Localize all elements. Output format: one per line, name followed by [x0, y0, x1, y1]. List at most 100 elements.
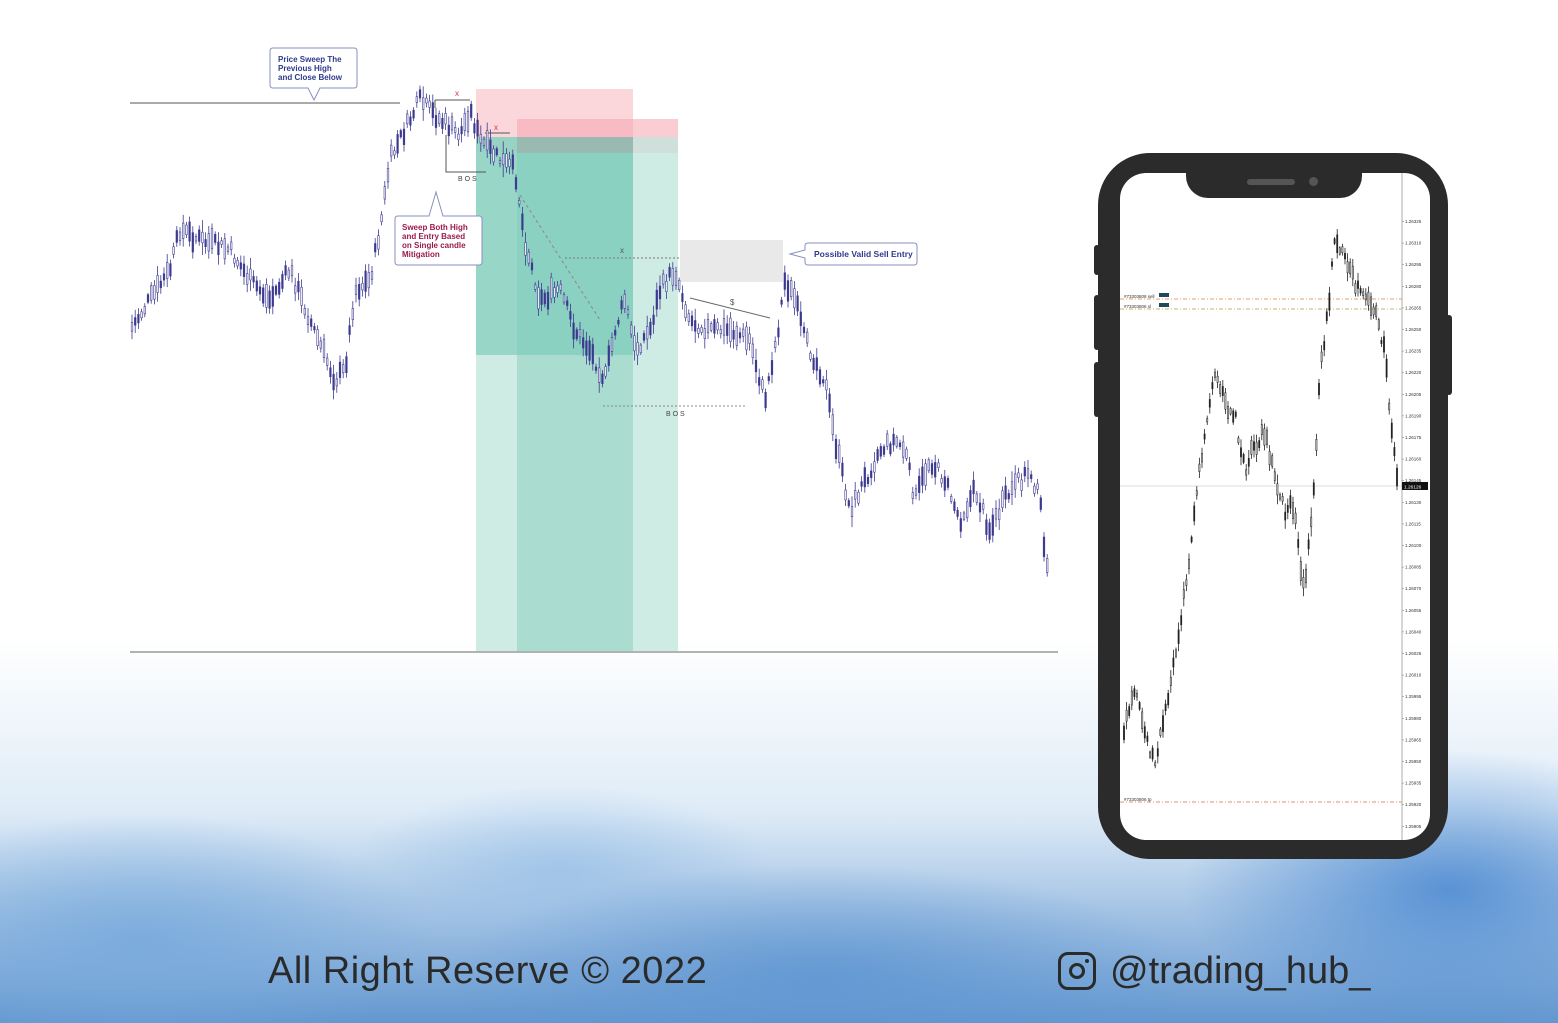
candle-body	[832, 415, 834, 435]
candle-body	[138, 314, 140, 323]
candle-body	[550, 277, 552, 298]
candle-body	[1238, 438, 1239, 443]
candle-body	[310, 319, 312, 327]
candle-body	[496, 149, 498, 155]
candle-body	[1178, 630, 1179, 644]
candle-body	[1008, 494, 1010, 499]
candle-body	[1144, 727, 1145, 738]
candle-body	[1347, 262, 1348, 273]
candle-body	[1342, 247, 1343, 253]
candle-body	[278, 282, 280, 294]
candle-body	[1376, 306, 1377, 317]
phone-price-chart: #73303808 sell #73303806 sl #73303806 tp…	[1120, 173, 1430, 840]
callout-line: Mitigation	[402, 250, 440, 259]
candle-body	[506, 154, 508, 167]
phone-camera	[1309, 177, 1318, 186]
candle-body	[698, 328, 700, 333]
candle-body	[301, 287, 303, 305]
social-handle[interactable]: @trading_hub_	[1058, 948, 1370, 994]
candle-body	[781, 300, 783, 304]
candle-body	[1157, 749, 1158, 757]
callout-line: on Single candle	[402, 241, 466, 250]
candle-body	[285, 266, 287, 276]
candle-body	[1256, 442, 1257, 454]
candle-body	[256, 281, 258, 291]
candle-body	[1274, 472, 1275, 481]
candle-body	[182, 223, 184, 238]
candle-body	[570, 311, 572, 319]
candle-body	[835, 439, 837, 459]
candle-body	[365, 271, 367, 291]
candle-body	[874, 462, 876, 473]
candle-body	[1175, 650, 1176, 656]
candle-body	[650, 322, 652, 335]
candle-body	[1370, 297, 1371, 316]
candle-body	[253, 276, 255, 282]
candle-body	[1240, 448, 1241, 457]
candle-body	[1162, 716, 1163, 732]
candle-body	[685, 305, 687, 318]
candle-body	[1381, 340, 1382, 343]
candle-body	[1212, 382, 1213, 388]
candle-body	[656, 290, 658, 309]
candle-body	[598, 368, 600, 382]
candle-body	[438, 114, 440, 124]
candle-body	[989, 523, 991, 540]
candle-body	[1308, 540, 1309, 549]
candle-body	[915, 489, 917, 495]
candle-body	[480, 134, 482, 143]
candle-body	[416, 97, 418, 103]
candle-body	[422, 98, 424, 110]
candle-body	[1181, 616, 1182, 625]
candle-body	[243, 264, 245, 277]
candle-body	[432, 103, 434, 118]
candle-body	[176, 231, 178, 243]
candle-body	[544, 293, 546, 304]
candle-body	[534, 285, 536, 289]
candle-body	[1357, 281, 1358, 289]
candle-body	[154, 285, 156, 299]
candle-body	[909, 463, 911, 470]
callout-line: Sweep Both High	[402, 223, 468, 232]
candle-body	[778, 328, 780, 337]
price-tick-label: 1.26190	[1405, 413, 1422, 418]
candle-body	[848, 501, 850, 506]
candle-body	[1227, 406, 1228, 418]
candle-body	[1360, 288, 1361, 293]
price-tick-label: 1.25995	[1405, 694, 1422, 699]
candle-body	[1233, 411, 1234, 422]
bos-label: B O S	[666, 411, 685, 418]
candle-body	[368, 272, 370, 287]
candle-body	[1040, 498, 1042, 510]
candle-body	[1186, 580, 1187, 586]
candle-body	[486, 131, 488, 150]
candle-body	[1027, 469, 1029, 478]
price-tick-label: 1.26295	[1405, 262, 1422, 267]
candle-body	[659, 286, 661, 299]
candle-body	[1139, 702, 1140, 709]
candle-body	[208, 234, 210, 251]
candle-body	[669, 267, 671, 277]
candle-body	[595, 367, 597, 370]
candle-body	[624, 294, 626, 308]
candle-body	[582, 338, 584, 348]
candle-body	[304, 308, 306, 314]
x-mark: x	[455, 89, 459, 98]
candle-body	[291, 266, 293, 276]
candle-body	[390, 145, 392, 156]
candle-body	[1152, 748, 1153, 759]
price-tick-label: 1.26040	[1405, 629, 1422, 634]
candle-body	[538, 287, 540, 309]
candle-body	[682, 293, 684, 301]
candle-body	[701, 327, 703, 332]
price-tick-label: 1.26325	[1405, 219, 1422, 224]
candle-body	[726, 324, 728, 336]
candle-body	[902, 442, 904, 457]
candle-body	[1269, 451, 1270, 465]
candle-body	[288, 270, 290, 278]
candle-body	[531, 263, 533, 270]
candle-body	[547, 292, 549, 309]
candle-body	[342, 365, 344, 373]
entry-grey-zone	[517, 137, 633, 153]
candle-body	[678, 280, 680, 289]
